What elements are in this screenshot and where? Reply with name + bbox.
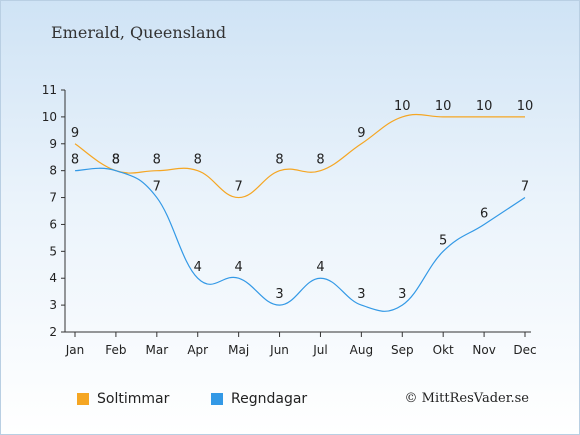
y-tick-label: 10: [42, 110, 57, 124]
x-tick-label: Jul: [312, 343, 327, 357]
y-tick-label: 6: [49, 217, 57, 231]
y-tick-label: 2: [49, 325, 57, 339]
legend-swatch-rain: [211, 393, 223, 405]
legend-label-sun: Soltimmar: [97, 391, 170, 407]
legend-label-rain: Regndagar: [231, 391, 308, 407]
y-tick-label: 5: [49, 244, 57, 258]
x-tick-label: Aug: [350, 343, 373, 357]
x-tick-label: Jan: [65, 343, 85, 357]
y-tick-label: 9: [49, 137, 57, 151]
sun-hours-data-label: 8: [153, 153, 161, 168]
x-tick-label: Dec: [513, 343, 536, 357]
rain-days-data-label: 3: [275, 287, 283, 302]
sun-hours-line: [74, 113, 525, 199]
sun-hours-data-label: 9: [71, 126, 79, 141]
sun-hours-data-label: 10: [435, 99, 452, 114]
sun-hours-data-label: 8: [275, 153, 283, 168]
legend-swatch-sun: [77, 393, 89, 405]
rain-days-data-label: 8: [71, 153, 79, 168]
rain-days-data-label: 4: [316, 260, 324, 275]
y-tick-label: 3: [49, 298, 57, 312]
x-tick-label: Jun: [269, 343, 289, 357]
rain-days-data-label: 8: [112, 153, 120, 168]
x-tick-label: Feb: [105, 343, 126, 357]
y-tick-label: 7: [49, 191, 57, 205]
legend-item-sun: Soltimmar: [77, 391, 169, 407]
x-tick-label: Apr: [187, 343, 208, 357]
sun-hours-data-label: 8: [112, 153, 120, 168]
y-tick-label: 11: [42, 83, 57, 97]
sun-hours-data-label: 9: [357, 126, 365, 141]
sun-hours-data-label: 10: [476, 99, 493, 114]
rain-days-data-label: 5: [439, 233, 447, 248]
x-tick-label: Sep: [391, 343, 414, 357]
sun-hours-data-label: 10: [394, 99, 411, 114]
rain-days-line: [74, 167, 526, 312]
rain-days-data-label: 7: [521, 180, 529, 195]
sun-hours-data-label: 8: [194, 153, 202, 168]
copyright-text: © MittResVader.se: [404, 391, 529, 406]
rain-days-data-label: 3: [357, 287, 365, 302]
sun-hours-data-label: 7: [234, 180, 242, 195]
legend-item-rain: Regndagar: [211, 391, 307, 407]
y-tick-label: 8: [49, 164, 57, 178]
rain-days-data-label: 4: [194, 260, 202, 275]
y-tick-label: 4: [49, 271, 57, 285]
sun-hours-data-label: 10: [517, 99, 534, 114]
rain-days-data-label: 3: [398, 287, 406, 302]
rain-days-data-label: 4: [234, 260, 242, 275]
chart-title: Emerald, Queensland: [51, 23, 227, 42]
x-tick-label: Maj: [228, 343, 249, 357]
rain-days-data-label: 6: [480, 206, 488, 221]
sun-hours-data-label: 8: [316, 153, 324, 168]
x-tick-label: Nov: [472, 343, 495, 357]
x-tick-label: Okt: [433, 343, 454, 357]
x-tick-label: Mar: [145, 343, 168, 357]
rain-days-data-label: 7: [153, 180, 161, 195]
